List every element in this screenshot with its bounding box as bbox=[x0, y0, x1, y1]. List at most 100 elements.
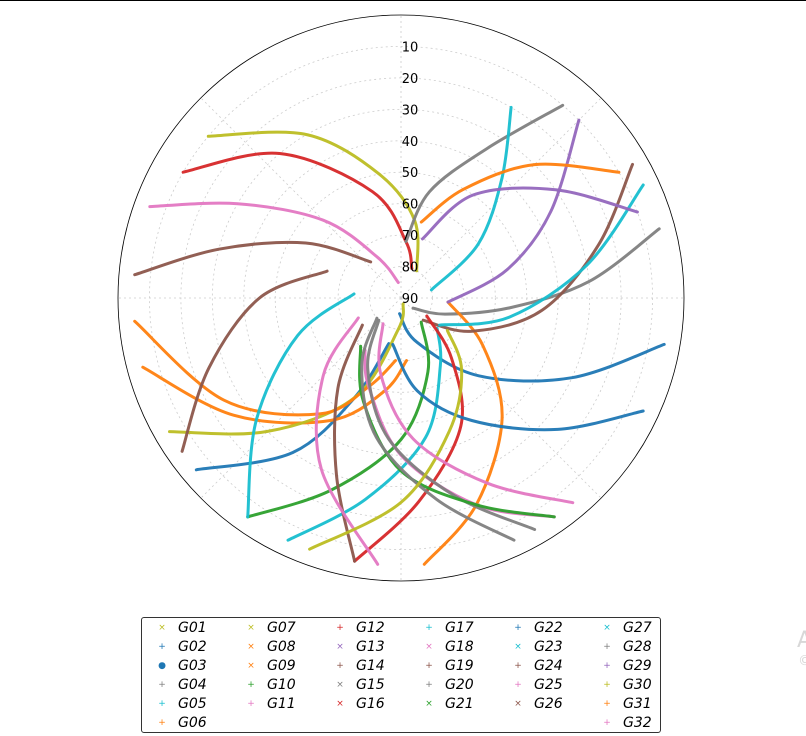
series-track-g25 bbox=[314, 316, 380, 566]
legend-item-g11: + G11 bbox=[239, 695, 296, 714]
series-track-g19 bbox=[133, 240, 373, 277]
legend-label: G13 bbox=[356, 639, 385, 655]
legend-marker-icon: + bbox=[158, 680, 166, 690]
legend-label: G24 bbox=[534, 658, 563, 674]
legend-marker-icon: + bbox=[603, 680, 611, 690]
legend-marker-icon: × bbox=[425, 699, 433, 709]
legend-label: G27 bbox=[623, 620, 652, 636]
legend-marker-icon: + bbox=[603, 642, 611, 652]
legend-label: G04 bbox=[178, 677, 207, 693]
legend-label: G09 bbox=[267, 658, 296, 674]
legend-item-g25: + G25 bbox=[506, 676, 563, 695]
legend-label: G20 bbox=[445, 677, 474, 693]
legend-item-g09: × G09 bbox=[239, 657, 296, 676]
legend-label: G11 bbox=[267, 696, 296, 712]
legend-marker-icon: × bbox=[247, 642, 255, 652]
legend-marker-icon: × bbox=[336, 642, 344, 652]
corner-watermark-small: © bbox=[798, 653, 806, 669]
legend-item-g20: + G20 bbox=[417, 676, 474, 695]
legend-label: G25 bbox=[534, 677, 563, 693]
legend-label: G08 bbox=[267, 639, 296, 655]
series-track-g24 bbox=[333, 323, 364, 563]
legend-marker-icon: + bbox=[158, 642, 166, 652]
legend-marker-icon: + bbox=[425, 680, 433, 690]
legend-marker-icon: × bbox=[514, 642, 522, 652]
legend-label: G26 bbox=[534, 696, 563, 712]
legend-item-g18: × G18 bbox=[417, 638, 474, 657]
legend-label: G17 bbox=[445, 620, 474, 636]
legend-item-g29: + G29 bbox=[595, 657, 651, 676]
series-track-g31 bbox=[419, 162, 621, 224]
series-track-g13 bbox=[446, 118, 581, 304]
legend-item-g07: × G07 bbox=[239, 619, 296, 638]
legend-marker-icon: × bbox=[336, 699, 344, 709]
legend-label: G19 bbox=[445, 658, 474, 674]
series-track-g09 bbox=[133, 319, 397, 417]
legend-item-g31: + G31 bbox=[595, 695, 651, 714]
radial-tick-label: 70 bbox=[402, 229, 419, 244]
polar-grid bbox=[117, 14, 685, 582]
legend-item-g03: ● G03 bbox=[150, 657, 207, 676]
series-track-g22 bbox=[391, 343, 645, 432]
corner-watermark: A bbox=[797, 628, 806, 653]
legend-marker-icon: × bbox=[247, 623, 255, 633]
legend-item-g08: × G08 bbox=[239, 638, 296, 657]
series-track-g14 bbox=[421, 162, 634, 333]
radial-tick-label: 10 bbox=[402, 40, 419, 55]
legend-item-g27: × G27 bbox=[595, 619, 652, 638]
legend-item-g13: × G13 bbox=[328, 638, 385, 657]
legend-marker-icon: × bbox=[603, 623, 611, 633]
series-track-g01 bbox=[206, 130, 420, 273]
series-track-g02 bbox=[194, 342, 391, 472]
legend-marker-icon: ● bbox=[158, 661, 166, 671]
series-track-g16 bbox=[353, 314, 464, 563]
legend-label: G23 bbox=[534, 639, 563, 655]
legend-label: G07 bbox=[267, 620, 296, 636]
grid-circle bbox=[211, 108, 591, 488]
series-track-g17 bbox=[246, 292, 356, 519]
radial-tick-label: 30 bbox=[402, 103, 419, 118]
radial-tick-label: 20 bbox=[402, 72, 419, 87]
legend-item-g06: + G06 bbox=[150, 714, 207, 733]
legend-marker-icon: × bbox=[514, 699, 522, 709]
legend-marker-icon: × bbox=[247, 661, 255, 671]
legend-item-g05: + G05 bbox=[150, 695, 206, 714]
grid-circle bbox=[306, 203, 496, 393]
legend-label: G28 bbox=[623, 639, 652, 655]
legend-item-g02: + G02 bbox=[150, 638, 206, 657]
legend: × G01 + G02 ● G03 + G04 + G05 + G06 × G07 × G08 × G09 + G10… bbox=[141, 617, 661, 733]
series-track-g29 bbox=[421, 186, 639, 241]
legend-item-g22: + G22 bbox=[506, 619, 563, 638]
legend-item-g10: + G10 bbox=[239, 676, 295, 695]
legend-item-g30: + G30 bbox=[595, 676, 652, 695]
series-track-g30 bbox=[308, 329, 464, 551]
legend-marker-icon: + bbox=[514, 623, 522, 633]
outer-rim bbox=[117, 14, 685, 582]
legend-marker-icon: + bbox=[158, 699, 166, 709]
radial-tick-labels: 10 20 30 40 50 60 70 80 90 bbox=[402, 40, 419, 307]
legend-marker-icon: × bbox=[336, 680, 344, 690]
legend-item-g26: × G26 bbox=[506, 695, 563, 714]
series-track-g08 bbox=[422, 300, 504, 566]
grid-spoke bbox=[200, 97, 402, 299]
legend-marker-icon: × bbox=[158, 623, 166, 633]
legend-item-g12: + G12 bbox=[328, 619, 384, 638]
legend-label: G30 bbox=[623, 677, 652, 693]
radial-tick-label: 60 bbox=[402, 198, 419, 213]
series-track-g15 bbox=[404, 103, 565, 244]
legend-marker-icon: + bbox=[603, 718, 611, 728]
legend-item-g04: + G04 bbox=[150, 676, 207, 695]
polar-plot: 10 20 30 40 50 60 70 80 90 bbox=[117, 14, 685, 582]
legend-item-g28: + G28 bbox=[595, 638, 652, 657]
series-layer bbox=[133, 103, 666, 566]
legend-label: G15 bbox=[356, 677, 385, 693]
legend-label: G01 bbox=[178, 620, 207, 636]
series-track-g10 bbox=[246, 320, 431, 519]
radial-tick-label: 90 bbox=[402, 292, 419, 307]
legend-label: G22 bbox=[534, 620, 563, 636]
legend-marker-icon: + bbox=[603, 661, 611, 671]
legend-label: G18 bbox=[445, 639, 474, 655]
legend-item-g21: × G21 bbox=[417, 695, 473, 714]
legend-label: G06 bbox=[178, 715, 207, 731]
legend-item-g01: × G01 bbox=[150, 619, 207, 638]
